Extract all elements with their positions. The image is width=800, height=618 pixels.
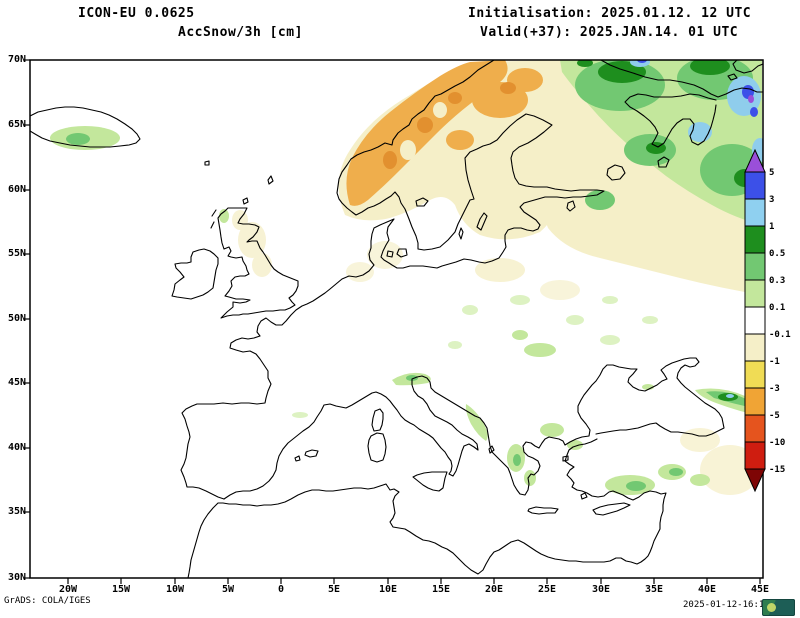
lon-tick-label: 0 [277, 584, 285, 595]
coastlines [30, 60, 763, 578]
logo-mark [767, 603, 776, 612]
lat-tick-label: 45N [7, 377, 26, 388]
colorbar-level-label: 0.5 [769, 249, 785, 259]
colorbar-level-label: -1 [769, 357, 780, 367]
colorbar-segment [744, 414, 766, 443]
colorbar-level-label: -0.1 [769, 330, 791, 340]
lat-tick-label: 40N [7, 442, 26, 453]
lon-tick-label: 35E [644, 584, 664, 595]
coastline-kanin [732, 60, 763, 74]
valid-time: Valid(+37): 2025.JAN.14. 01 UTC [480, 25, 739, 40]
colorbar-level-label: 1 [769, 222, 774, 232]
lat-tick-label: 35N [7, 506, 26, 517]
lon-tick-label: 40E [697, 584, 717, 595]
lat-tick-label: 60N [7, 184, 26, 195]
lon-tick-label: 20W [58, 584, 78, 595]
lon-tick-label: 10E [378, 584, 398, 595]
lat-tick-label: 65N [7, 119, 26, 130]
lon-tick-label: 30E [591, 584, 611, 595]
colorbar-segment [744, 252, 766, 281]
coastline-white-sea [624, 93, 717, 148]
lon-tick-label: 25E [537, 584, 557, 595]
colorbar-segment [744, 333, 766, 362]
lon-tick-label: 45E [750, 584, 770, 595]
coastline-kola-barents [600, 60, 763, 98]
lon-tick-label: 10W [165, 584, 185, 595]
colorbar-level-label: -15 [769, 465, 785, 475]
init-time: Initialisation: 2025.01.12. 12 UTC [468, 6, 752, 21]
islands [204, 73, 738, 516]
coastline-anatolia-africa [187, 438, 667, 578]
lat-tick-label: 50N [7, 313, 26, 324]
lon-tick-label: 5W [221, 584, 235, 595]
lon-tick-label: 15E [431, 584, 451, 595]
colorbar-segment [744, 306, 766, 335]
snow-shading [50, 60, 763, 495]
colorbar-arrow [744, 468, 766, 493]
colorbar-level-label: 5 [769, 168, 774, 178]
model-title: ICON-EU 0.0625 [78, 6, 195, 21]
timestamp: 2025-01-12-16:17 [683, 600, 770, 610]
colorbar-level-label: -5 [769, 411, 780, 421]
colorbar-level-label: 0.1 [769, 303, 785, 313]
lon-tick-label: 5E [327, 584, 341, 595]
coastline-ireland [171, 248, 219, 300]
colorbar-level-label: 3 [769, 195, 774, 205]
grads-credit: GrADS: COLA/IGES [4, 596, 91, 606]
colorbar-level-label: 0.3 [769, 276, 785, 286]
lat-tick-label: 55N [7, 248, 26, 259]
colorbar-segment [744, 225, 766, 254]
coastline-iceland [30, 106, 141, 148]
colorbar-segment [744, 171, 766, 200]
colorbar-segment [744, 441, 766, 470]
coastline-mediterranean-blacksea [223, 357, 725, 500]
shading-orange [346, 60, 543, 206]
lon-tick-label: 20E [484, 584, 504, 595]
colorbar-segment [744, 360, 766, 389]
lakes [415, 156, 670, 212]
lat-tick-label: 70N [7, 54, 26, 65]
tick-marks [24, 59, 761, 584]
variable-title: AccSnow/3h [cm] [178, 25, 303, 40]
coastline-great-britain [217, 207, 299, 319]
colorbar-level-label: -3 [769, 384, 780, 394]
coastline-scandinavia-westeurope [180, 60, 605, 500]
colorbar-segment [744, 387, 766, 416]
lat-tick-label: 30N [7, 572, 26, 583]
lon-tick-label: 15W [111, 584, 131, 595]
colorbar-level-label: -10 [769, 438, 785, 448]
colorbar: 5 3 1 0.5 0.3 0.1 -0.1 -1 -3 -5 -10 -15 [744, 148, 791, 493]
site-logo [762, 599, 795, 616]
colorbar-segment [744, 279, 766, 308]
colorbar-segment [744, 198, 766, 227]
